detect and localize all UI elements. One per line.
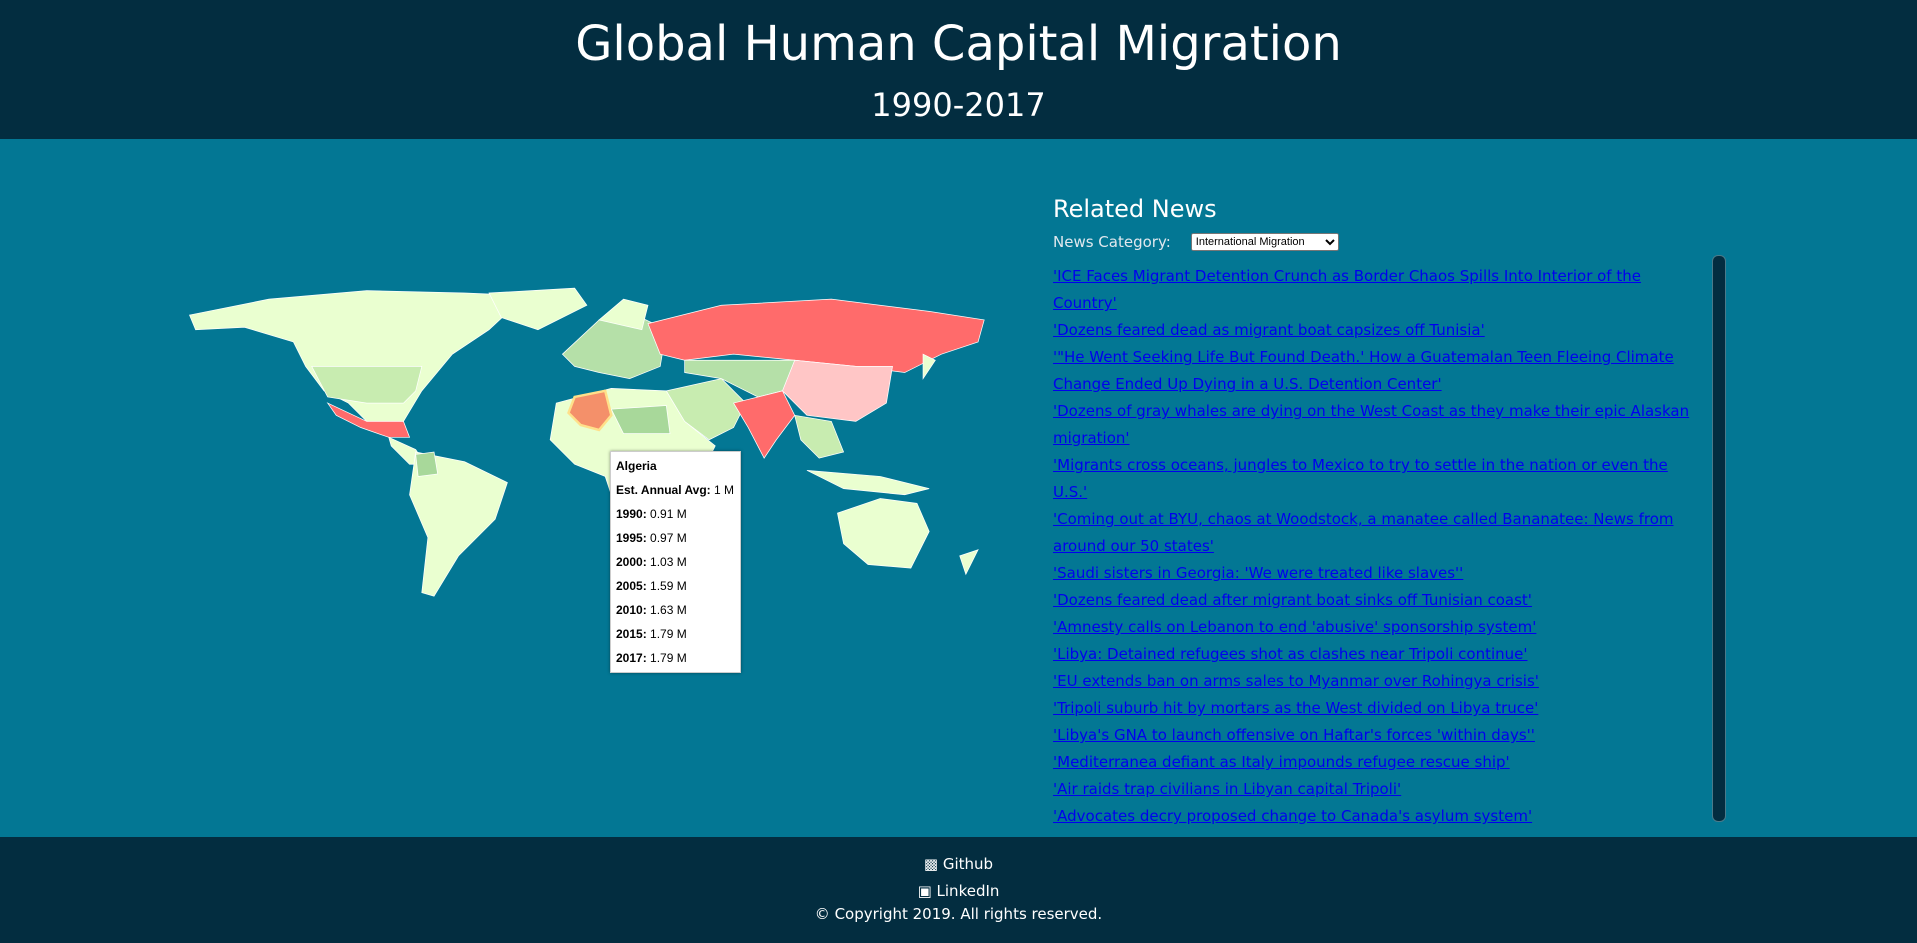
news-link[interactable]: 'Dozens feared dead as migrant boat caps… bbox=[1053, 321, 1485, 339]
linkedin-text: LinkedIn bbox=[936, 882, 1000, 900]
news-link[interactable]: 'Advocates decry proposed change to Cana… bbox=[1053, 807, 1533, 825]
tooltip-row: 2005: 1.59 M bbox=[616, 574, 740, 598]
country[interactable] bbox=[409, 451, 508, 597]
tooltip-value: 0.97 M bbox=[650, 531, 687, 545]
tooltip: Algeria Est. Annual Avg: 1 M 1990: 0.91 M… bbox=[610, 451, 741, 673]
page-title: Global Human Capital Migration bbox=[575, 16, 1342, 72]
country[interactable] bbox=[567, 389, 613, 432]
tooltip-label: 1990: bbox=[616, 507, 647, 521]
news-link[interactable]: 'Migrants cross oceans, jungles to Mexic… bbox=[1053, 456, 1668, 501]
tooltip-row: 1990: 0.91 M bbox=[616, 502, 740, 526]
tooltip-row: 1995: 0.97 M bbox=[616, 526, 740, 550]
country[interactable] bbox=[794, 414, 845, 459]
news-link[interactable]: 'EU extends ban on arms sales to Myanmar… bbox=[1053, 672, 1539, 690]
news-link[interactable]: '"He Went Seeking Life But Found Death.'… bbox=[1053, 348, 1674, 393]
news-link[interactable]: 'Coming out at BYU, chaos at Woodstock, … bbox=[1053, 510, 1674, 555]
tooltip-label: 2010: bbox=[616, 603, 647, 617]
tooltip-value: 1.79 M bbox=[650, 627, 687, 641]
tooltip-label: 2017: bbox=[616, 651, 647, 665]
news-panel: Related News News Category: Internationa… bbox=[1053, 195, 1733, 825]
country[interactable] bbox=[959, 549, 979, 576]
tooltip-country: Algeria bbox=[616, 459, 657, 473]
news-link[interactable]: 'Libya: Detained refugees shot as clashe… bbox=[1053, 645, 1528, 663]
tooltip-row: 2000: 1.03 M bbox=[616, 550, 740, 574]
tooltip-value: 1.59 M bbox=[650, 579, 687, 593]
category-select[interactable]: International Migration bbox=[1190, 233, 1339, 251]
news-link[interactable]: 'Air raids trap civilians in Libyan capi… bbox=[1053, 780, 1402, 798]
tooltip-row: 2010: 1.63 M bbox=[616, 598, 740, 622]
tooltip-row: Est. Annual Avg: 1 M bbox=[616, 478, 740, 502]
linkedin-link[interactable]: ▣ LinkedIn bbox=[917, 882, 1000, 900]
country[interactable] bbox=[488, 287, 588, 331]
country[interactable] bbox=[732, 390, 796, 459]
news-link[interactable]: 'Dozens of gray whales are dying on the … bbox=[1053, 402, 1690, 447]
copyright: © Copyright 2019. All rights reserved. bbox=[814, 905, 1103, 923]
country[interactable] bbox=[782, 359, 893, 422]
news-link[interactable]: 'Libya's GNA to launch offensive on Haft… bbox=[1053, 726, 1535, 744]
tooltip-label: 2015: bbox=[616, 627, 647, 641]
tooltip-label: 2000: bbox=[616, 555, 647, 569]
country[interactable] bbox=[922, 353, 936, 380]
page-subtitle: 1990-2017 bbox=[871, 86, 1046, 124]
github-link[interactable]: ▩ Github bbox=[923, 855, 994, 873]
country[interactable] bbox=[311, 366, 423, 404]
news-link[interactable]: 'Saudi sisters in Georgia: 'We were trea… bbox=[1053, 564, 1464, 582]
news-link[interactable]: 'Dozens feared dead after migrant boat s… bbox=[1053, 591, 1532, 609]
category-label: News Category: bbox=[1053, 233, 1171, 251]
tooltip-label: 1995: bbox=[616, 531, 647, 545]
country[interactable] bbox=[837, 498, 930, 569]
country[interactable] bbox=[598, 298, 649, 331]
country[interactable] bbox=[415, 451, 439, 477]
tooltip-value: 1 M bbox=[714, 483, 735, 497]
country[interactable] bbox=[610, 405, 671, 435]
footer: ▩ Github ▣ LinkedIn © Copyright 2019. Al… bbox=[0, 837, 1917, 943]
github-text: Github bbox=[942, 855, 994, 873]
news-link[interactable]: 'Hungary Added a 'Slave Law' to Meet Lab… bbox=[1053, 830, 1703, 833]
tooltip-row: 2017: 1.79 M bbox=[616, 646, 740, 670]
country[interactable] bbox=[326, 402, 411, 438]
news-list: 'ICE Faces Migrant Detention Crunch as B… bbox=[1053, 263, 1703, 833]
tooltip-value: 1.79 M bbox=[650, 651, 687, 665]
header: Global Human Capital Migration 1990-2017 bbox=[0, 0, 1917, 139]
tooltip-value: 1.03 M bbox=[650, 555, 687, 569]
tooltip-label: 2005: bbox=[616, 579, 647, 593]
world-map bbox=[188, 287, 985, 597]
tooltip-value: 0.91 M bbox=[650, 507, 687, 521]
scrollbar[interactable] bbox=[1712, 255, 1726, 822]
country[interactable] bbox=[806, 469, 930, 496]
tooltip-value: 1.63 M bbox=[650, 603, 687, 617]
news-link[interactable]: 'Amnesty calls on Lebanon to end 'abusiv… bbox=[1053, 618, 1537, 636]
news-title: Related News bbox=[1053, 195, 1217, 223]
news-link[interactable]: 'Mediterranea defiant as Italy impounds … bbox=[1053, 753, 1510, 771]
category-row: News Category: International Migration bbox=[1053, 233, 1733, 251]
tooltip-label: Est. Annual Avg: bbox=[616, 483, 711, 497]
tooltip-row: 2015: 1.79 M bbox=[616, 622, 740, 646]
main: Algeria Est. Annual Avg: 1 M 1990: 0.91 M… bbox=[0, 139, 1917, 837]
news-link[interactable]: 'ICE Faces Migrant Detention Crunch as B… bbox=[1053, 267, 1641, 312]
news-link[interactable]: 'Tripoli suburb hit by mortars as the We… bbox=[1053, 699, 1539, 717]
